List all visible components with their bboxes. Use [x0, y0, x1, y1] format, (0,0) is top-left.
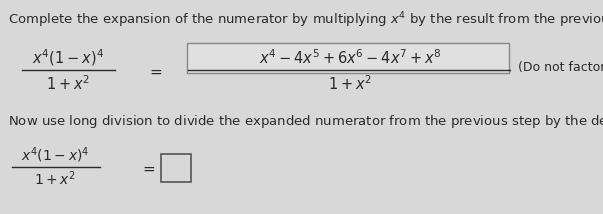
Text: $1+x^2$: $1+x^2$	[34, 170, 76, 188]
Text: Complete the expansion of the numerator by multiplying $x^4$ by the result from : Complete the expansion of the numerator …	[8, 10, 603, 30]
FancyBboxPatch shape	[161, 154, 191, 182]
Text: $=$: $=$	[147, 64, 163, 79]
Text: $1+x^2$: $1+x^2$	[328, 75, 372, 93]
FancyBboxPatch shape	[187, 43, 509, 73]
Text: (Do not factor.): (Do not factor.)	[518, 61, 603, 74]
Text: $x^4(1-x)^4$: $x^4(1-x)^4$	[32, 48, 104, 68]
Text: $1+x^2$: $1+x^2$	[46, 75, 90, 93]
Text: $=$: $=$	[140, 160, 156, 175]
Text: Now use long division to divide the expanded numerator from the previous step by: Now use long division to divide the expa…	[8, 112, 603, 132]
Text: $x^4-4x^5+6x^6-4x^7+x^8$: $x^4-4x^5+6x^6-4x^7+x^8$	[259, 49, 441, 67]
Text: $x^4(1-x)^4$: $x^4(1-x)^4$	[21, 145, 89, 165]
